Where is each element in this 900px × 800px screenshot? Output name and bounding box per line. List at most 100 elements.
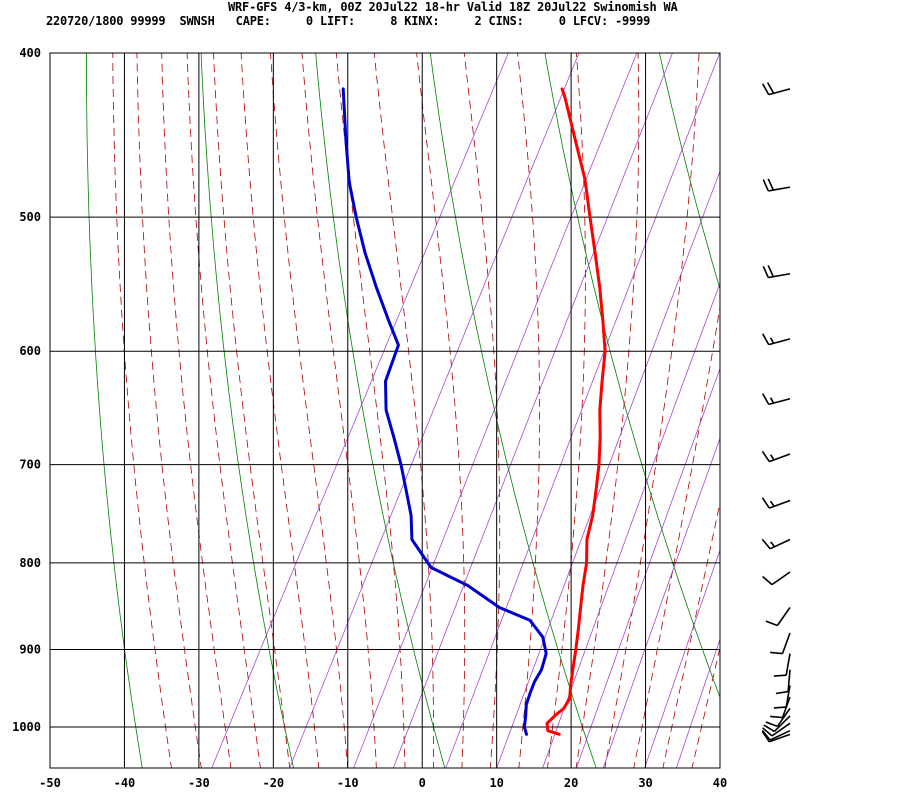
- moist-adiabat-line: [335, 53, 406, 768]
- wind-barb-half-feather: [769, 500, 775, 507]
- wind-barb-shaft: [769, 733, 791, 743]
- wind-barb-shaft: [781, 632, 791, 654]
- dry-adiabat-line: [772, 44, 900, 770]
- y-tick-label: 400: [19, 46, 41, 60]
- x-tick-label: -30: [188, 776, 210, 790]
- temperature-line: [545, 87, 607, 736]
- y-tick-label: 500: [19, 210, 41, 224]
- y-tick-label: 1000: [12, 720, 41, 734]
- x-tick-label: 30: [638, 776, 652, 790]
- plot-frame: [49, 52, 721, 769]
- wind-barbs: [761, 82, 791, 743]
- wind-barb: [773, 653, 791, 677]
- mixing-ratio-line: [676, 638, 720, 768]
- wind-barb-shaft: [769, 499, 791, 509]
- wind-barb: [761, 731, 791, 743]
- wind-barb-half-feather: [769, 397, 775, 404]
- dry-adiabat-line: [886, 44, 900, 770]
- moist-adiabat-line: [416, 53, 466, 768]
- wind-barb-feather: [765, 721, 778, 728]
- mixing-ratio-line: [602, 437, 720, 768]
- moist-adiabat-line: [161, 53, 232, 768]
- wind-barb-feather: [766, 82, 775, 94]
- wind-barb-shaft: [771, 571, 791, 586]
- dewpoint-line: [341, 87, 548, 736]
- wind-barb-feather: [762, 333, 770, 345]
- wind-barb: [770, 632, 791, 655]
- moist-adiabat-line: [301, 53, 377, 768]
- moist-adiabat-line: [463, 53, 501, 768]
- y-tick-label: 900: [19, 642, 41, 656]
- dry-adiabat-line: [86, 53, 143, 768]
- wind-barb-shaft: [781, 696, 791, 718]
- wind-barb-shaft: [773, 715, 791, 732]
- y-tick-label: 600: [19, 344, 41, 358]
- wind-barb-shaft: [768, 186, 791, 192]
- wind-barb-feather: [762, 179, 770, 192]
- moist-adiabat-line: [633, 304, 720, 768]
- y-tick-label: 800: [19, 556, 41, 570]
- wind-barb-shaft: [769, 729, 791, 741]
- grid-lines: [49, 52, 721, 769]
- wind-barb-feather: [762, 393, 770, 405]
- wind-barb-feather: [765, 620, 778, 627]
- moist-adiabat-line: [691, 645, 720, 768]
- wind-barb-feather: [773, 706, 787, 709]
- wind-barb: [762, 82, 791, 96]
- wind-barb-shaft: [768, 397, 791, 406]
- wind-barb-feather: [761, 497, 770, 509]
- wind-barb: [762, 265, 791, 279]
- wind-barb: [761, 497, 791, 509]
- wind-barb: [762, 393, 791, 406]
- wind-barb-half-feather: [770, 541, 776, 548]
- moist-adiabat-line: [662, 500, 720, 768]
- moist-adiabat-line: [186, 53, 261, 768]
- stability-indices: 220720/1800 99999 SWNSH CAPE: 0 LIFT: 8 …: [46, 14, 651, 28]
- moist-adiabat-line: [604, 53, 700, 768]
- wind-barb-feather: [773, 674, 787, 677]
- mixing-ratio-line: [392, 53, 673, 768]
- wind-barb-feather: [762, 265, 770, 278]
- wind-barb: [763, 715, 791, 733]
- wind-barb-feather: [763, 724, 775, 733]
- wind-barb: [762, 333, 791, 346]
- dry-adiabat-line: [200, 53, 294, 768]
- wind-barb-feather: [770, 715, 783, 719]
- wind-barb-shaft: [776, 606, 791, 626]
- sounding-profiles: [341, 87, 607, 736]
- wind-barb-feather: [762, 575, 773, 586]
- x-tick-label: -50: [39, 776, 61, 790]
- mixing-ratio-line: [445, 53, 720, 768]
- wind-barb-feather: [762, 83, 770, 95]
- chart-title: WRF-GFS 4/3-km, 00Z 20Jul22 18-hr Valid …: [228, 0, 678, 14]
- wind-barb: [762, 178, 791, 192]
- mixing-ratio-line: [576, 367, 720, 768]
- x-tick-label: -10: [337, 776, 359, 790]
- moist-adiabat-line: [575, 53, 640, 768]
- moist-adiabat-line: [136, 53, 202, 768]
- wind-barb-half-feather: [769, 337, 775, 344]
- wind-barb-shaft: [768, 88, 791, 96]
- wind-barb-feather: [770, 651, 783, 655]
- wind-barb-feather: [761, 731, 770, 743]
- wind-barb-shaft: [769, 453, 791, 463]
- moist-adiabat-line: [213, 53, 291, 768]
- wind-barb: [765, 606, 791, 627]
- mixing-ratio-line: [496, 170, 720, 768]
- wind-barb: [762, 571, 791, 586]
- wind-barb-shaft: [776, 707, 791, 727]
- wind-barb-feather: [761, 538, 771, 550]
- wind-barb-shaft: [769, 538, 791, 550]
- moist-adiabat-line: [373, 53, 434, 768]
- x-tick-label: 0: [419, 776, 426, 790]
- wind-barb: [761, 538, 791, 550]
- mixing-ratio-line: [353, 53, 638, 768]
- wind-barb-half-feather: [769, 454, 775, 461]
- wind-barb: [775, 669, 791, 695]
- x-tick-label: -20: [262, 776, 284, 790]
- dry-adiabat-line: [658, 53, 720, 291]
- moist-adiabat-line: [112, 53, 172, 768]
- wind-barb-feather: [767, 265, 775, 278]
- x-tick-label: 10: [489, 776, 503, 790]
